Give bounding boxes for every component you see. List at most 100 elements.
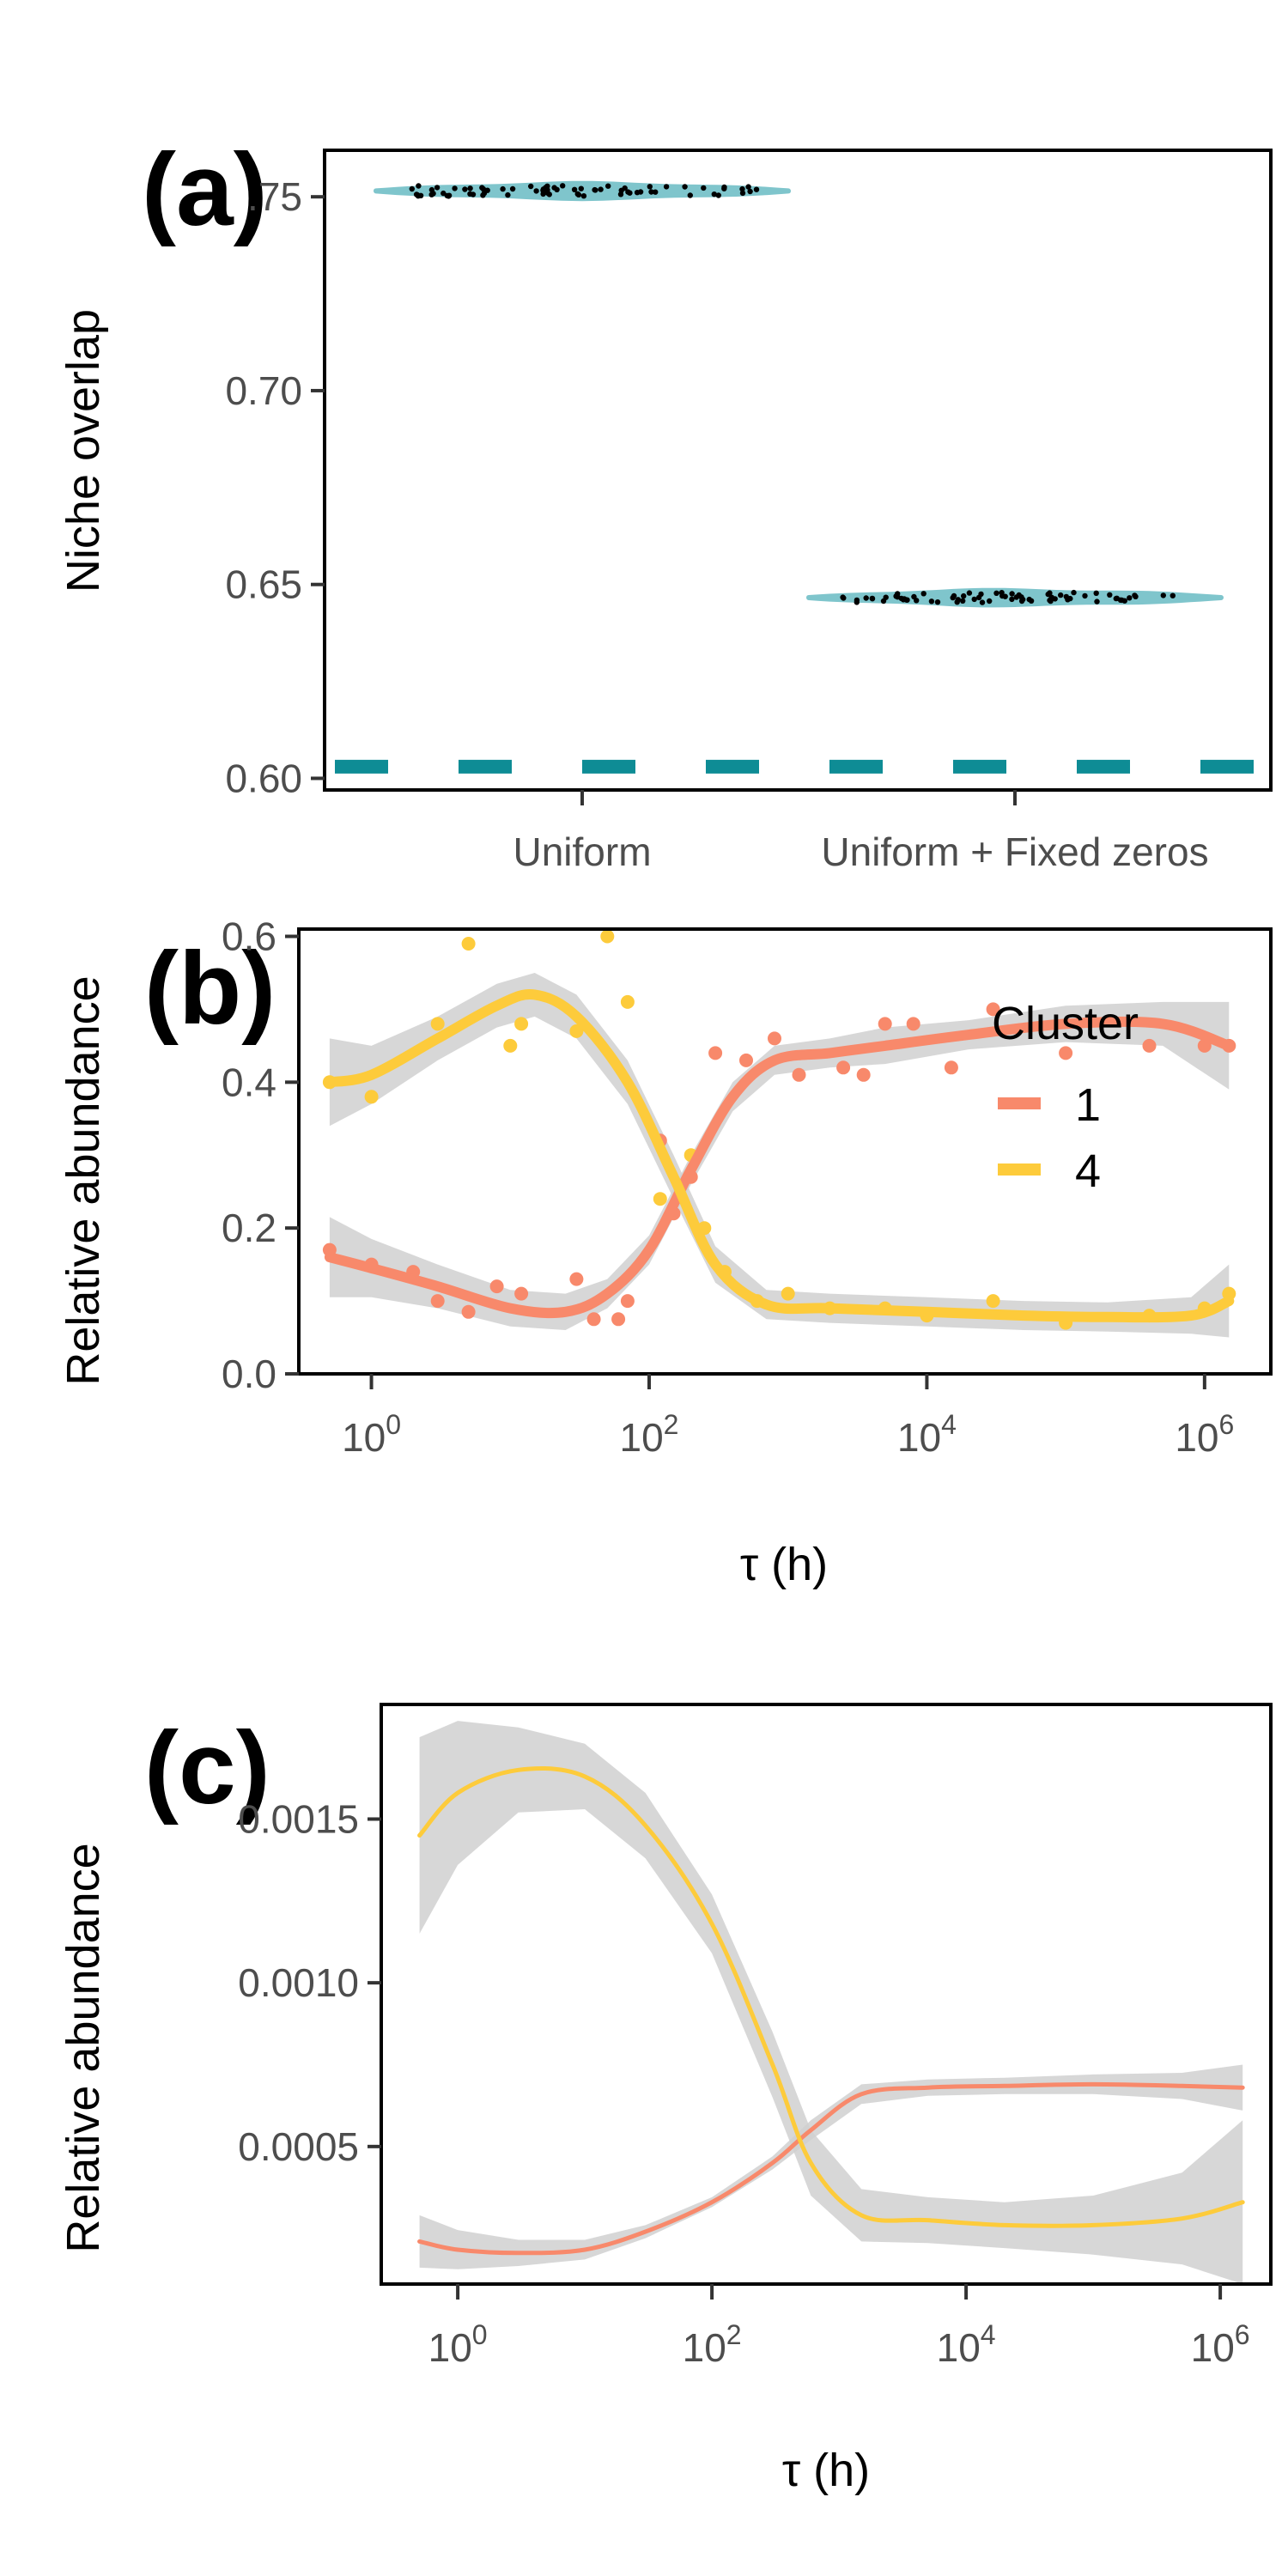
jitter-point	[444, 192, 450, 199]
jitter-point	[544, 190, 550, 196]
panel-b-point-cluster-1	[792, 1067, 806, 1082]
jitter-point	[1045, 591, 1051, 598]
jitter-point	[528, 183, 534, 190]
jitter-point	[428, 191, 434, 197]
panel-b-point-cluster-1	[489, 1279, 504, 1294]
jitter-point	[914, 598, 920, 604]
panel-c-x-tick-label: 100	[428, 2319, 488, 2370]
jitter-point	[920, 591, 927, 597]
jitter-point	[1160, 592, 1167, 598]
jitter-point	[618, 187, 624, 193]
jitter-point	[955, 597, 962, 603]
jitter-point	[1009, 591, 1015, 597]
jitter-point	[993, 590, 999, 596]
jitter-point	[480, 185, 487, 192]
jitter-point	[540, 186, 547, 192]
panel-b-x-tick-label: 102	[620, 1409, 679, 1460]
jitter-point	[715, 192, 721, 198]
legend-label-1: 1	[1075, 1079, 1101, 1131]
panel-b-point-cluster-1	[944, 1060, 958, 1075]
jitter-point	[578, 185, 584, 191]
y-tick-label: .75	[247, 174, 302, 219]
panel-c-relative-abundance: (c) Relative abundance τ (h) 0.0005 0.001…	[58, 1703, 1273, 2496]
jitter-point	[462, 186, 468, 192]
panel-b-point-cluster-1	[986, 1002, 1000, 1017]
panel-b-y-tick-label: 0.4	[222, 1060, 276, 1104]
panel-b-point-cluster-4	[620, 994, 635, 1009]
jitter-point	[854, 597, 860, 604]
panel-b-point-cluster-1	[856, 1067, 871, 1082]
panel-b-point-cluster-1	[569, 1272, 584, 1286]
panel-b-legend: Cluster 1 4	[992, 998, 1139, 1197]
panel-b-point-cluster-4	[986, 1294, 1000, 1309]
panel-c-y-tick-label: 0.0005	[238, 2124, 359, 2169]
panel-b-point-cluster-4	[653, 1192, 667, 1206]
jitter-point	[682, 184, 688, 190]
jitter-point	[753, 186, 760, 192]
y-tick-label: 0.65	[225, 562, 302, 607]
panel-c-x-tick-label: 102	[683, 2319, 742, 2370]
jitter-point	[509, 185, 516, 192]
jitter-point	[637, 189, 644, 195]
panel-b-point-cluster-1	[739, 1053, 753, 1067]
panel-b-point-cluster-4	[569, 1024, 584, 1038]
jitter-point	[467, 191, 473, 197]
legend-swatch-4	[998, 1163, 1041, 1176]
jitter-point	[663, 184, 670, 190]
panel-b-y-tick-label: 0.6	[222, 914, 276, 958]
jitter-point	[1047, 597, 1053, 604]
jitter-point	[580, 193, 587, 199]
jitter-point	[711, 191, 717, 197]
panel-c-ribbon-4	[419, 1721, 1243, 2284]
jitter-point	[533, 188, 539, 194]
panel-b-y-tick-label: 0.2	[222, 1206, 276, 1250]
panel-b-x-tick-label: 100	[342, 1409, 401, 1460]
jitter-point	[653, 189, 659, 195]
panel-b-x-tick-label: 106	[1175, 1409, 1234, 1460]
panel-b-ribbon-4	[329, 973, 1230, 1338]
panel-c-smooth-line-4	[417, 1765, 1245, 2228]
jitter-point	[1113, 595, 1120, 602]
panel-c-label: (c)	[144, 1710, 270, 1826]
panel-b-point-cluster-1	[906, 1017, 920, 1031]
panel-b-point-cluster-4	[600, 929, 615, 944]
jitter-point	[979, 599, 986, 605]
panel-b-point-cluster-1	[768, 1031, 781, 1046]
jitter-point	[1009, 596, 1015, 603]
panel-a-niche-overlap: (a) Niche overlap 0.60 0.65 0.70 .75 Uniform…	[58, 132, 1273, 874]
jitter-point	[841, 595, 847, 601]
jitter-point	[500, 185, 506, 192]
y-tick-label: 0.60	[225, 756, 302, 800]
panel-b-smooth-line-4	[324, 989, 1235, 1323]
panel-b-y-axis-title: Relative abundance	[58, 975, 109, 1385]
panel-b-frame	[297, 927, 1273, 1376]
jitter-point	[575, 191, 582, 197]
panel-c-x-tick-label: 106	[1191, 2319, 1250, 2370]
panel-b-y-tick-label: 0.0	[222, 1352, 276, 1396]
panel-c-y-tick-label: 0.0015	[238, 1796, 359, 1841]
panel-b-point-cluster-4	[461, 937, 476, 951]
jitter-point	[571, 186, 578, 192]
panel-b-point-cluster-4	[514, 1017, 529, 1031]
panel-b-point-cluster-1	[1142, 1038, 1157, 1053]
panel-b-point-cluster-1	[878, 1017, 892, 1031]
jitter-point	[747, 188, 753, 195]
x-tick-label: Uniform	[513, 829, 651, 874]
panel-b-label: (b)	[144, 931, 276, 1046]
panel-c-y-axis-title: Relative abundance	[58, 1843, 109, 2252]
jitter-point	[863, 595, 869, 601]
jitter-point	[480, 192, 486, 198]
jitter-point	[1058, 592, 1064, 598]
panel-b-point-cluster-4	[364, 1090, 379, 1104]
jitter-point	[687, 192, 693, 198]
jitter-point	[1052, 596, 1058, 602]
x-tick-label: Uniform + Fixed zeros	[821, 829, 1208, 874]
jitter-point	[1093, 590, 1099, 596]
jitter-point	[739, 190, 746, 197]
panel-b-x-axis-title: τ (h)	[740, 1539, 828, 1590]
panel-a-label: (a)	[142, 132, 268, 247]
jitter-point	[1094, 598, 1100, 605]
jitter-point	[987, 598, 993, 605]
legend-label-4: 4	[1075, 1145, 1101, 1197]
jitter-point	[605, 183, 611, 189]
